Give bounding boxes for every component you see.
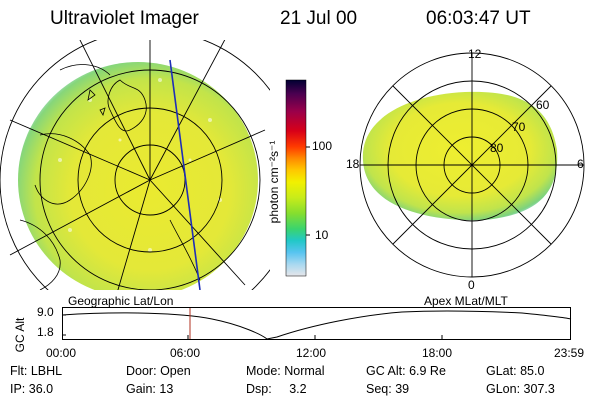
info-seq-label: Seq:: [366, 382, 392, 396]
info-glon: GLon: 307.3: [486, 382, 555, 396]
info-dsp-label: Dsp:: [246, 382, 272, 396]
colorbar-unit-label: photon cm⁻²s⁻¹: [267, 140, 281, 224]
mlt-label-18: 18: [346, 157, 360, 171]
colorbar-tick-10: 10: [315, 228, 329, 242]
info-gcalt-value: 6.9 Re: [409, 364, 446, 378]
info-dsp: Dsp: 3.2: [246, 382, 307, 396]
info-ip-value: 36.0: [28, 382, 54, 396]
info-mode-value: Normal: [284, 364, 325, 378]
geographic-panel-label: Geographic Lat/Lon: [68, 294, 174, 308]
altitude-xtick-4: 23:59: [554, 346, 585, 360]
info-gain-label: Gain:: [126, 382, 156, 396]
date-label: 21 Jul 00: [280, 8, 358, 29]
colorbar: [285, 79, 310, 277]
altitude-ylabel: GC Alt: [13, 317, 27, 353]
info-glon-value: 307.3: [523, 382, 555, 396]
info-glat: GLat: 85.0: [486, 364, 544, 378]
colorbar-tick-100: 100: [312, 139, 333, 153]
info-seq-value: 39: [395, 382, 410, 396]
altitude-xtick-3: 18:00: [422, 346, 453, 360]
info-flt-label: Flt:: [10, 364, 28, 378]
altitude-xtick-1: 06:00: [170, 346, 201, 360]
info-glon-label: GLon:: [486, 382, 521, 396]
info-gain: Gain: 13: [126, 382, 173, 396]
info-flt-value: LBHL: [30, 364, 63, 378]
altitude-plot: [61, 307, 572, 340]
geographic-image-panel: [0, 40, 270, 290]
mlt-label-0: 0: [468, 278, 475, 292]
info-door: Door: Open: [126, 364, 191, 378]
info-seq: Seq: 39: [366, 382, 409, 396]
info-ip: IP: 36.0: [10, 382, 53, 396]
info-mode: Mode: Normal: [246, 364, 325, 378]
altitude-ytick-high: 9.0: [37, 305, 54, 319]
info-flt: Flt: LBHL: [10, 364, 62, 378]
info-ip-label: IP:: [10, 382, 26, 396]
info-glat-value: 85.0: [520, 364, 545, 378]
mlt-label-6: 6: [577, 157, 584, 171]
info-gcalt-label: GC Alt:: [366, 364, 406, 378]
info-glat-label: GLat:: [486, 364, 517, 378]
mlat-label-70: 70: [512, 120, 526, 134]
info-mode-label: Mode:: [246, 364, 281, 378]
time-label: 06:03:47 UT: [426, 8, 531, 29]
mlat-label-60: 60: [536, 98, 550, 112]
altitude-ytick-low: 1.8: [37, 325, 54, 339]
altitude-xtick-2: 12:00: [296, 346, 327, 360]
apex-panel-label: Apex MLat/MLT: [424, 294, 508, 308]
terminator-line: [169, 59, 201, 290]
info-dsp-value: 3.2: [289, 382, 307, 396]
info-door-label: Door:: [126, 364, 157, 378]
altitude-curve: [61, 310, 572, 340]
info-gain-value: 13: [159, 382, 174, 396]
altitude-xtick-0: 00:00: [46, 346, 77, 360]
apex-image-panel: [359, 52, 585, 278]
mlat-label-80: 80: [490, 141, 504, 155]
mlt-label-12: 12: [468, 47, 482, 61]
instrument-title: Ultraviolet Imager: [50, 8, 199, 29]
info-gcalt: GC Alt: 6.9 Re: [366, 364, 446, 378]
info-door-value: Open: [160, 364, 191, 378]
